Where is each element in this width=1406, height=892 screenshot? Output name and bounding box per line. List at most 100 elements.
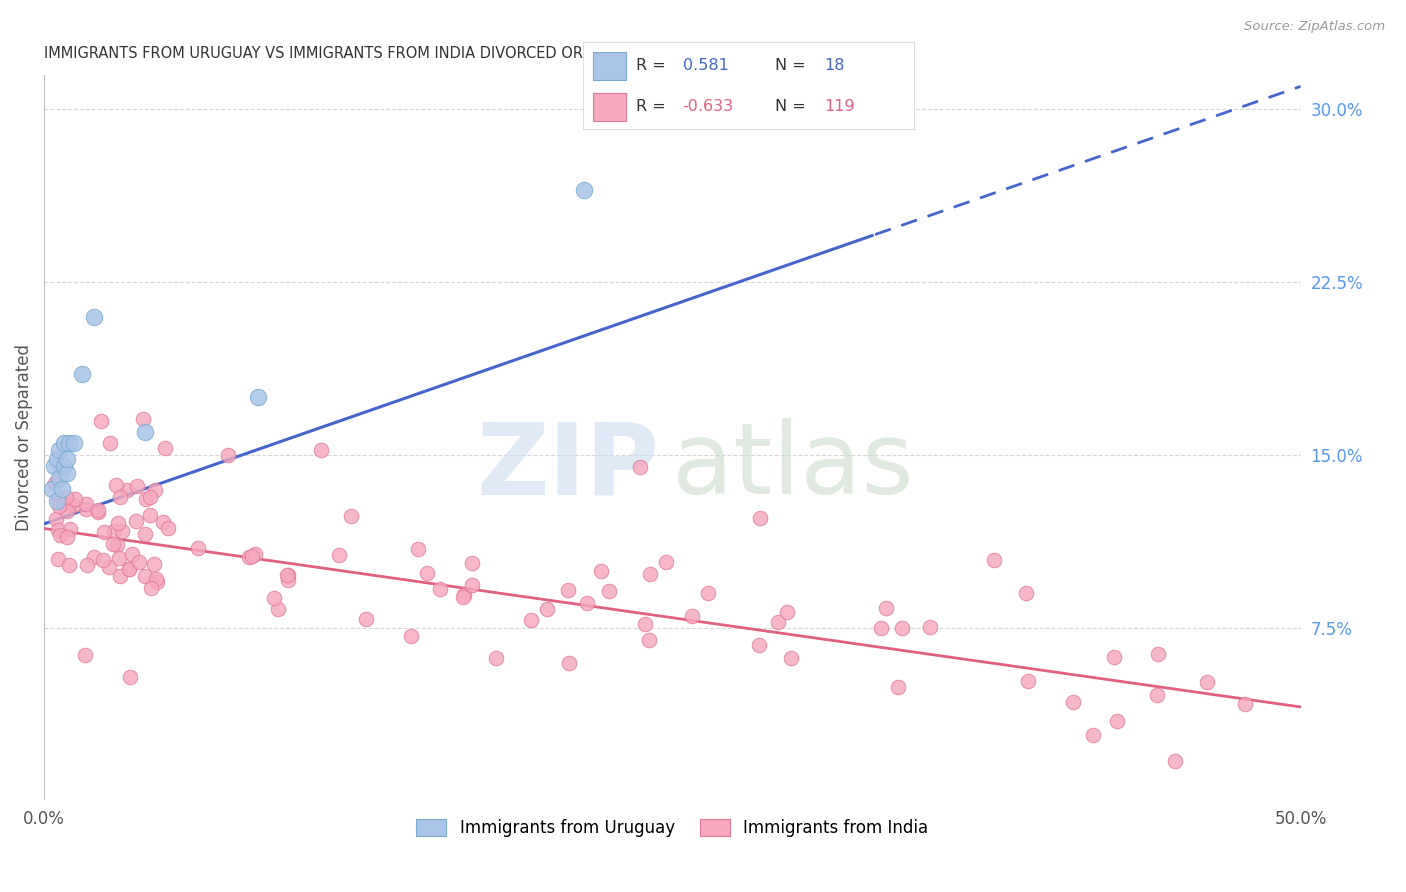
Point (105, 478, 128, 492)
Point (139, 508, 162, 523)
Point (134, 568, 156, 582)
Point (328, 549, 350, 563)
Point (145, 572, 167, 586)
Point (90, 414, 112, 428)
Point (63, 498, 86, 512)
Point (766, 615, 789, 629)
Point (152, 515, 174, 529)
Point (429, 582, 451, 597)
Legend: Immigrants from Uruguay, Immigrants from India: Immigrants from Uruguay, Immigrants from… (409, 813, 935, 844)
Point (115, 483, 138, 497)
Point (111, 524, 134, 538)
Point (134, 527, 156, 541)
Point (46, 523, 69, 537)
Point (56, 530, 79, 544)
Point (48, 493, 70, 508)
Point (97, 560, 120, 574)
Point (628, 460, 651, 475)
Point (354, 612, 377, 626)
Point (48, 443, 70, 458)
Point (918, 620, 941, 634)
Point (70, 368, 93, 382)
Point (75, 497, 97, 511)
Point (58, 558, 80, 573)
Point (75, 502, 97, 516)
Point (1233, 697, 1256, 711)
Point (277, 567, 299, 582)
Point (640, 567, 662, 582)
Point (125, 514, 148, 528)
Point (98, 435, 121, 450)
Point (887, 680, 910, 694)
Point (591, 564, 613, 578)
Point (1146, 647, 1168, 661)
Point (748, 511, 770, 525)
Point (48, 471, 70, 485)
Point (460, 556, 482, 570)
Point (1062, 695, 1084, 709)
Point (59, 522, 82, 536)
Bar (593, 93, 627, 120)
Y-axis label: Divorced or Separated: Divorced or Separated (15, 344, 32, 531)
Point (48, 499, 70, 513)
Point (277, 573, 299, 587)
Point (108, 490, 131, 504)
Point (138, 490, 160, 504)
Point (1081, 728, 1104, 742)
Point (139, 582, 162, 596)
Point (869, 621, 891, 635)
Point (748, 638, 770, 652)
Point (776, 605, 799, 619)
Point (101, 537, 124, 551)
Point (55, 467, 77, 481)
Point (557, 582, 579, 597)
Text: N =: N = (775, 58, 806, 73)
Point (153, 441, 176, 455)
Text: IMMIGRANTS FROM URUGUAY VS IMMIGRANTS FROM INDIA DIVORCED OR SEPARATED CORRELATI: IMMIGRANTS FROM URUGUAY VS IMMIGRANTS FR… (44, 46, 835, 62)
Point (238, 549, 260, 564)
Point (87, 503, 110, 517)
Point (681, 608, 703, 623)
Point (246, 390, 269, 404)
Point (983, 553, 1005, 567)
Point (519, 613, 541, 627)
Point (266, 602, 288, 616)
Point (143, 483, 166, 497)
Point (48, 528, 70, 542)
Text: 18: 18 (825, 58, 845, 73)
Point (406, 541, 429, 556)
Text: -0.633: -0.633 (683, 99, 734, 114)
Point (51, 459, 73, 474)
Point (55, 490, 77, 504)
Text: R =: R = (637, 99, 666, 114)
Point (558, 656, 581, 670)
Point (51, 483, 73, 497)
Point (309, 443, 332, 458)
Point (156, 521, 179, 535)
Point (45, 494, 67, 508)
Text: 0.581: 0.581 (683, 58, 728, 73)
Bar (593, 52, 627, 79)
Text: atlas: atlas (672, 418, 914, 515)
Point (340, 509, 363, 524)
Point (276, 567, 298, 582)
Point (56, 504, 79, 518)
Point (1146, 688, 1168, 702)
Point (399, 629, 422, 643)
Point (634, 616, 657, 631)
Point (105, 538, 128, 552)
Point (1105, 714, 1128, 729)
Point (1017, 673, 1039, 688)
Point (1102, 649, 1125, 664)
Point (75, 648, 97, 662)
Point (598, 583, 620, 598)
Point (1015, 586, 1038, 600)
Point (53, 459, 76, 474)
Text: N =: N = (775, 99, 806, 114)
Point (44, 459, 66, 474)
Point (132, 411, 155, 425)
Point (93, 524, 115, 539)
Point (654, 555, 676, 569)
Point (118, 670, 141, 684)
Point (575, 596, 598, 610)
